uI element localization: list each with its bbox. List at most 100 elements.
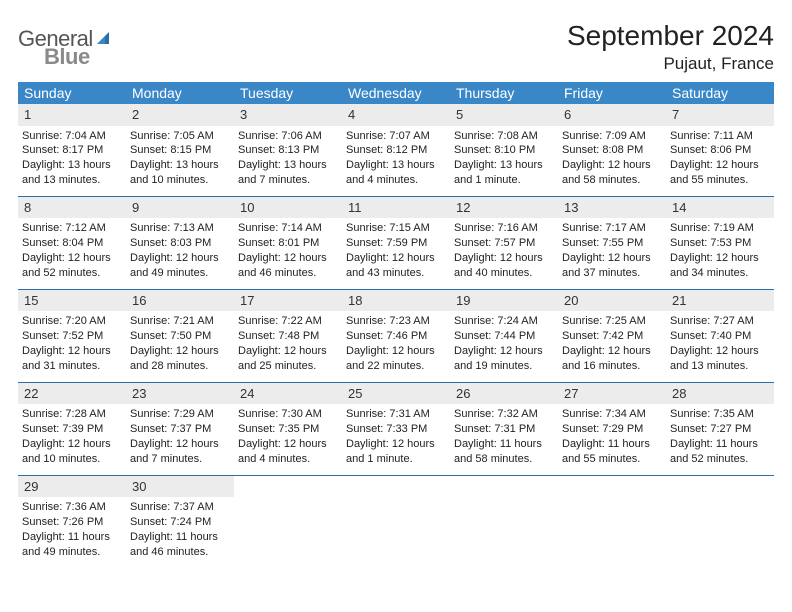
calendar-cell: 10Sunrise: 7:14 AMSunset: 8:01 PMDayligh… <box>234 196 342 289</box>
cell-sunset: Sunset: 8:06 PM <box>670 143 770 158</box>
cell-sunset: Sunset: 7:50 PM <box>130 329 230 344</box>
calendar-cell: 17Sunrise: 7:22 AMSunset: 7:48 PMDayligh… <box>234 289 342 382</box>
cell-daylight2: and 13 minutes. <box>22 173 122 188</box>
day-number: 11 <box>342 197 450 219</box>
cell-daylight2: and 55 minutes. <box>562 452 662 467</box>
cell-sunrise: Sunrise: 7:15 AM <box>346 221 446 236</box>
cell-daylight1: Daylight: 12 hours <box>562 251 662 266</box>
calendar-cell: 30Sunrise: 7:37 AMSunset: 7:24 PMDayligh… <box>126 475 234 567</box>
calendar-cell: 11Sunrise: 7:15 AMSunset: 7:59 PMDayligh… <box>342 196 450 289</box>
cell-sunset: Sunset: 7:40 PM <box>670 329 770 344</box>
cell-sunrise: Sunrise: 7:09 AM <box>562 129 662 144</box>
cell-sunrise: Sunrise: 7:20 AM <box>22 314 122 329</box>
cell-daylight2: and 10 minutes. <box>22 452 122 467</box>
cell-daylight2: and 52 minutes. <box>670 452 770 467</box>
cell-daylight2: and 19 minutes. <box>454 359 554 374</box>
dayheader-wed: Wednesday <box>342 82 450 104</box>
cell-sunset: Sunset: 7:42 PM <box>562 329 662 344</box>
cell-daylight1: Daylight: 12 hours <box>454 251 554 266</box>
cell-sunrise: Sunrise: 7:13 AM <box>130 221 230 236</box>
cell-daylight1: Daylight: 12 hours <box>130 344 230 359</box>
cell-daylight2: and 16 minutes. <box>562 359 662 374</box>
day-number: 6 <box>558 104 666 126</box>
calendar-cell <box>666 475 774 567</box>
cell-daylight2: and 40 minutes. <box>454 266 554 281</box>
cell-sunrise: Sunrise: 7:16 AM <box>454 221 554 236</box>
cell-daylight2: and 43 minutes. <box>346 266 446 281</box>
day-number: 24 <box>234 383 342 405</box>
day-number: 17 <box>234 290 342 312</box>
day-number: 21 <box>666 290 774 312</box>
calendar-week-row: 1Sunrise: 7:04 AMSunset: 8:17 PMDaylight… <box>18 104 774 196</box>
calendar-cell: 24Sunrise: 7:30 AMSunset: 7:35 PMDayligh… <box>234 382 342 475</box>
calendar-cell: 7Sunrise: 7:11 AMSunset: 8:06 PMDaylight… <box>666 104 774 196</box>
cell-daylight1: Daylight: 12 hours <box>562 344 662 359</box>
dayheader-sat: Saturday <box>666 82 774 104</box>
day-number: 29 <box>18 476 126 498</box>
cell-sunset: Sunset: 8:03 PM <box>130 236 230 251</box>
calendar-cell: 18Sunrise: 7:23 AMSunset: 7:46 PMDayligh… <box>342 289 450 382</box>
calendar-cell <box>450 475 558 567</box>
cell-sunset: Sunset: 7:33 PM <box>346 422 446 437</box>
cell-daylight2: and 25 minutes. <box>238 359 338 374</box>
day-number: 13 <box>558 197 666 219</box>
page-title: September 2024 <box>567 20 774 52</box>
cell-daylight1: Daylight: 13 hours <box>454 158 554 173</box>
day-number: 19 <box>450 290 558 312</box>
day-number: 15 <box>18 290 126 312</box>
calendar-cell: 29Sunrise: 7:36 AMSunset: 7:26 PMDayligh… <box>18 475 126 567</box>
cell-daylight1: Daylight: 12 hours <box>238 251 338 266</box>
cell-daylight2: and 1 minute. <box>454 173 554 188</box>
day-number: 9 <box>126 197 234 219</box>
cell-daylight2: and 28 minutes. <box>130 359 230 374</box>
day-number: 3 <box>234 104 342 126</box>
dayheader-fri: Friday <box>558 82 666 104</box>
dayheader-thu: Thursday <box>450 82 558 104</box>
cell-sunset: Sunset: 8:17 PM <box>22 143 122 158</box>
cell-daylight2: and 13 minutes. <box>670 359 770 374</box>
cell-sunrise: Sunrise: 7:32 AM <box>454 407 554 422</box>
cell-sunrise: Sunrise: 7:27 AM <box>670 314 770 329</box>
cell-daylight2: and 7 minutes. <box>238 173 338 188</box>
day-number: 23 <box>126 383 234 405</box>
logo-word-blue: Blue <box>44 46 93 68</box>
cell-daylight1: Daylight: 13 hours <box>238 158 338 173</box>
cell-daylight2: and 52 minutes. <box>22 266 122 281</box>
cell-daylight1: Daylight: 11 hours <box>670 437 770 452</box>
cell-daylight1: Daylight: 12 hours <box>130 437 230 452</box>
calendar-cell <box>342 475 450 567</box>
cell-sunrise: Sunrise: 7:17 AM <box>562 221 662 236</box>
cell-sunset: Sunset: 7:55 PM <box>562 236 662 251</box>
cell-sunset: Sunset: 7:35 PM <box>238 422 338 437</box>
cell-sunrise: Sunrise: 7:29 AM <box>130 407 230 422</box>
cell-daylight2: and 58 minutes. <box>562 173 662 188</box>
calendar-cell: 27Sunrise: 7:34 AMSunset: 7:29 PMDayligh… <box>558 382 666 475</box>
cell-sunset: Sunset: 7:52 PM <box>22 329 122 344</box>
cell-daylight1: Daylight: 12 hours <box>22 437 122 452</box>
calendar-cell: 26Sunrise: 7:32 AMSunset: 7:31 PMDayligh… <box>450 382 558 475</box>
day-header-row: Sunday Monday Tuesday Wednesday Thursday… <box>18 82 774 104</box>
cell-sunrise: Sunrise: 7:24 AM <box>454 314 554 329</box>
cell-daylight1: Daylight: 12 hours <box>346 437 446 452</box>
calendar-cell: 8Sunrise: 7:12 AMSunset: 8:04 PMDaylight… <box>18 196 126 289</box>
brand-logo: General Blue <box>18 28 113 68</box>
cell-sunset: Sunset: 7:48 PM <box>238 329 338 344</box>
cell-sunrise: Sunrise: 7:25 AM <box>562 314 662 329</box>
cell-sunset: Sunset: 7:39 PM <box>22 422 122 437</box>
calendar-cell: 23Sunrise: 7:29 AMSunset: 7:37 PMDayligh… <box>126 382 234 475</box>
cell-daylight1: Daylight: 12 hours <box>346 251 446 266</box>
cell-daylight1: Daylight: 12 hours <box>562 158 662 173</box>
day-number: 7 <box>666 104 774 126</box>
cell-sunset: Sunset: 7:44 PM <box>454 329 554 344</box>
cell-sunset: Sunset: 7:53 PM <box>670 236 770 251</box>
cell-daylight2: and 49 minutes. <box>22 545 122 560</box>
cell-daylight2: and 46 minutes. <box>130 545 230 560</box>
dayheader-tue: Tuesday <box>234 82 342 104</box>
day-number: 30 <box>126 476 234 498</box>
day-number: 26 <box>450 383 558 405</box>
cell-daylight2: and 34 minutes. <box>670 266 770 281</box>
day-number: 5 <box>450 104 558 126</box>
cell-sunset: Sunset: 8:15 PM <box>130 143 230 158</box>
cell-sunrise: Sunrise: 7:14 AM <box>238 221 338 236</box>
calendar-cell: 16Sunrise: 7:21 AMSunset: 7:50 PMDayligh… <box>126 289 234 382</box>
